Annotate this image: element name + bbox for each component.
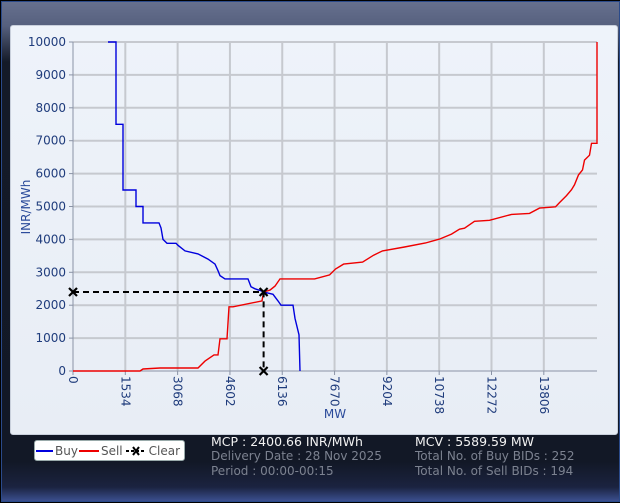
legend-label-sell: Sell <box>100 443 123 458</box>
x-tick-label: 1534 <box>118 376 132 407</box>
y-tick-label: 8000 <box>35 101 66 115</box>
y-tick-label: 7000 <box>35 134 66 148</box>
market-price-info: MCP : 2400.66 INR/MWh Delivery Date : 28… <box>211 434 382 479</box>
y-tick-label: 9000 <box>35 68 66 82</box>
x-tick-label: 10738 <box>432 376 446 414</box>
clearing-point-marker <box>68 287 269 376</box>
clear-marker-icon <box>125 445 146 456</box>
chart-legend: Buy Sell Clear <box>34 440 185 461</box>
clear-x-marker <box>258 366 269 376</box>
y-tick-label: 10000 <box>28 35 66 49</box>
buy-line-icon <box>36 449 53 452</box>
grid-lines <box>73 41 597 371</box>
chart-panel <box>10 25 618 435</box>
y-tick-label: 3000 <box>35 265 66 279</box>
delivery-date: Delivery Date : 28 Nov 2025 <box>211 449 382 463</box>
legend-label-buy: Buy <box>55 443 78 458</box>
total-buy-bids: Total No. of Buy BIDs : 252 <box>415 449 575 463</box>
mcv-value: MCV : 5589.59 MW <box>415 434 535 449</box>
x-axis-label: MW <box>324 407 346 421</box>
x-tick-label: 6136 <box>275 376 289 407</box>
x-tick-label: 7670 <box>328 376 342 407</box>
legend-item-clear: Clear <box>123 444 180 458</box>
y-tick-label: 0 <box>58 364 66 378</box>
x-tick-label: 9204 <box>380 376 394 407</box>
y-axis-label: INR/MWh <box>19 180 33 235</box>
y-tick-label: 1000 <box>35 331 66 345</box>
period: Period : 00:00-00:15 <box>211 464 334 478</box>
y-axis-ticks: 0 1000 2000 3000 4000 5000 6000 7000 8000 9000 100… <box>28 35 73 378</box>
y-tick-label: 2000 <box>35 298 66 312</box>
series-lines <box>73 41 598 372</box>
sell-line-icon <box>78 449 99 452</box>
buy-curve <box>108 41 301 372</box>
x-tick-label: 3068 <box>171 376 185 407</box>
x-axis-ticks: 0 1534 3068 4602 6136 7670 9204 10738 12272 13806 <box>66 371 551 414</box>
y-tick-label: 6000 <box>35 167 66 181</box>
x-tick-label: 12272 <box>484 376 498 414</box>
x-tick-label: 0 <box>66 376 80 384</box>
x-tick-label: 13806 <box>537 376 551 414</box>
market-volume-info: MCV : 5589.59 MW Total No. of Buy BIDs :… <box>415 434 575 479</box>
clear-x-marker <box>68 287 78 297</box>
mcp-value: MCP : 2400.66 INR/MWh <box>211 434 363 449</box>
legend-label-clear: Clear <box>148 443 181 458</box>
total-sell-bids: Total No. of Sell BIDs : 194 <box>415 464 574 478</box>
legend-item-sell: Sell <box>78 444 123 458</box>
y-tick-label: 5000 <box>35 200 66 214</box>
y-tick-label: 4000 <box>35 232 66 246</box>
clear-x-marker <box>258 287 269 297</box>
x-tick-label: 4602 <box>223 376 237 407</box>
legend-item-buy: Buy <box>35 444 78 458</box>
sell-curve <box>73 42 598 372</box>
